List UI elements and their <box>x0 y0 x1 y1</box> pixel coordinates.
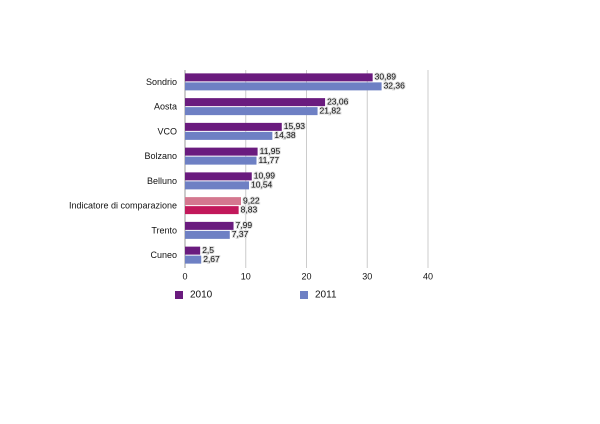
bar <box>185 122 282 131</box>
value-label: 2,5 <box>202 245 214 255</box>
y-tick-label: Trento <box>151 225 177 235</box>
bar <box>185 246 201 255</box>
x-tick-label: 30 <box>362 271 372 281</box>
bar <box>185 98 326 107</box>
bar <box>185 230 230 239</box>
legend-swatch <box>175 291 183 299</box>
bar <box>185 82 382 91</box>
bar <box>185 107 318 116</box>
bar <box>185 147 258 156</box>
legend-label: 2010 <box>190 290 213 301</box>
x-tick-label: 10 <box>241 271 251 281</box>
x-tick-label: 40 <box>423 271 433 281</box>
bar <box>185 197 242 206</box>
y-tick-label: Bolzano <box>144 151 177 161</box>
bar <box>185 221 234 230</box>
bar <box>185 131 273 140</box>
value-label: 15,93 <box>284 121 306 131</box>
bar <box>185 156 257 165</box>
value-label: 23,06 <box>327 96 349 106</box>
legend-label: 2011 <box>315 290 337 301</box>
bar <box>185 181 250 190</box>
y-tick-label: Indicatore di comparazione <box>69 201 177 211</box>
legend-swatch <box>300 291 308 299</box>
value-label: 21,82 <box>320 105 342 115</box>
value-label: 11,77 <box>259 155 280 165</box>
value-label: 2,67 <box>203 254 220 264</box>
value-label: 7,37 <box>232 229 249 239</box>
y-tick-label: VCO <box>157 126 177 136</box>
y-tick-label: Sondrio <box>146 77 177 87</box>
y-tick-label: Cuneo <box>150 250 177 260</box>
value-label: 32,36 <box>384 81 406 91</box>
x-tick-label: 0 <box>182 271 187 281</box>
y-tick-label: Belluno <box>147 176 177 186</box>
bar <box>185 73 373 82</box>
value-label: 11,95 <box>260 146 281 156</box>
value-label: 14,38 <box>274 130 296 140</box>
value-label: 7,99 <box>236 220 253 230</box>
bar <box>185 172 252 181</box>
value-label: 10,54 <box>251 180 273 190</box>
value-label: 30,89 <box>375 72 397 82</box>
value-label: 9,22 <box>243 195 260 205</box>
y-tick-label: Aosta <box>154 102 177 112</box>
bar <box>185 255 202 264</box>
bar <box>185 206 239 215</box>
value-label: 10,99 <box>254 171 276 181</box>
value-label: 8,83 <box>241 204 258 214</box>
x-tick-label: 20 <box>301 271 311 281</box>
